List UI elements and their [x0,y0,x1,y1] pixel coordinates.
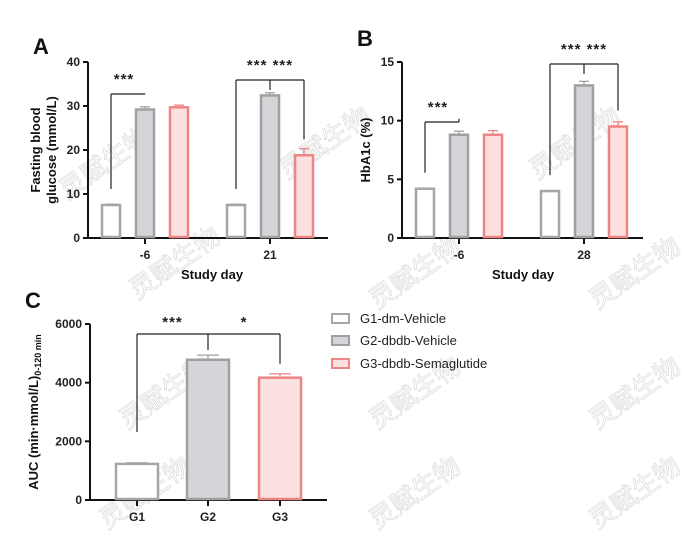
y-axis-title: AUC (min·mmol/L)0-120 min [26,334,43,490]
bar [257,376,303,501]
legend-label-g1: G1-dm-Vehicle [360,311,446,326]
bar [573,84,595,239]
legend-label-g3: G3-dbdb-Semaglutide [360,356,487,371]
bar [482,133,504,239]
bar [539,189,561,239]
y-axis-title-subscript: 0-120 min [33,334,43,376]
axes: 0 10 20 30 40 -6 21 [67,55,328,262]
panel-letter: A [33,34,49,59]
x-tick-label: 28 [577,248,591,262]
panel-b-hba1c-chart: B HbA1c (%) 0 5 10 15 -6 28 *** *** *** Study … [357,26,643,282]
x-tick-label: G2 [200,510,216,524]
y-tick-label: 15 [381,55,395,69]
bar [293,154,315,239]
y-tick-label: 10 [381,114,395,128]
watermark-text: 灵赋生物 [584,231,686,315]
y-tick-label: 5 [387,172,394,186]
y-tick-label: 40 [67,55,81,69]
x-axis-title: Study day [492,267,555,282]
bar [414,187,436,239]
y-axis-title: Fasting blood glucose (mmol/L) [28,96,59,204]
y-axis-title: HbA1c (%) [358,117,373,182]
y-tick-label: 20 [67,143,81,157]
legend-label-g2: G2-dbdb-Vehicle [360,333,457,348]
y-tick-label: 10 [67,187,81,201]
watermark-text: 灵赋生物 [364,231,466,315]
legend: G1-dm-Vehicle G2-dbdb-Vehicle G3-dbdb-Se… [331,311,487,371]
legend-item-g3: G3-dbdb-Semaglutide [331,356,487,371]
x-tick-label: G1 [129,510,145,524]
watermark-text: 灵赋生物 [584,451,686,535]
panel-a-fasting-glucose-chart: A Fasting blood glucose (mmol/L) 0 10 20 30… [28,34,328,282]
legend-swatch-g2 [331,335,350,346]
y-tick-label: 0 [73,231,80,245]
watermark-text: 灵赋生物 [364,451,466,535]
bar [259,94,281,239]
significance-annotations: *** *** *** [110,57,305,189]
y-axis-title-main: AUC (min·mmol/L) [26,376,41,490]
significance-annotations: *** * [136,314,281,432]
y-tick-label: 0 [387,231,394,245]
panel-letter: B [357,26,373,51]
bar [114,462,160,501]
bar [134,108,156,239]
legend-swatch-g1 [331,313,350,324]
bars [114,354,303,501]
bar [225,203,247,239]
bar [185,358,231,501]
x-tick-label: G3 [272,510,288,524]
bars [100,92,315,239]
panel-c-auc-chart: C AUC (min·mmol/L)0-120 min 0 2000 4000 600… [25,288,327,524]
y-axis-title-line2: glucose (mmol/L) [44,96,59,204]
bar [448,133,470,239]
significance-label: *** *** [247,57,293,74]
significance-label: * [241,314,248,331]
bar [100,203,122,239]
svg-text:AUC (min·mmol/L)0-120 min: AUC (min·mmol/L)0-120 min [26,334,43,490]
significance-label: *** [162,314,183,331]
x-axis-title: Study day [181,267,244,282]
y-tick-label: 30 [67,99,81,113]
y-tick-label: 2000 [55,434,82,448]
bar [168,106,190,239]
significance-label: *** [114,71,135,88]
axes: 0 5 10 15 -6 28 [381,55,643,262]
legend-item-g1: G1-dm-Vehicle [331,311,446,326]
x-tick-label: -6 [454,248,465,262]
y-tick-label: 6000 [55,317,82,331]
y-axis-title-line1: Fasting blood [28,107,43,192]
legend-swatch-g3 [331,358,350,369]
x-tick-label: 21 [263,248,277,262]
panel-letter: C [25,288,41,313]
watermark-text: 灵赋生物 [584,351,686,435]
x-tick-label: -6 [140,248,151,262]
bars [414,80,629,239]
significance-annotations: *** *** *** [424,41,619,176]
y-axis-title-line1: HbA1c (%) [358,117,373,182]
significance-label: *** [428,99,449,116]
significance-label: *** *** [561,41,607,58]
y-tick-label: 0 [75,493,82,507]
legend-item-g2: G2-dbdb-Vehicle [331,333,457,348]
bar [607,125,629,239]
y-tick-label: 4000 [55,376,82,390]
